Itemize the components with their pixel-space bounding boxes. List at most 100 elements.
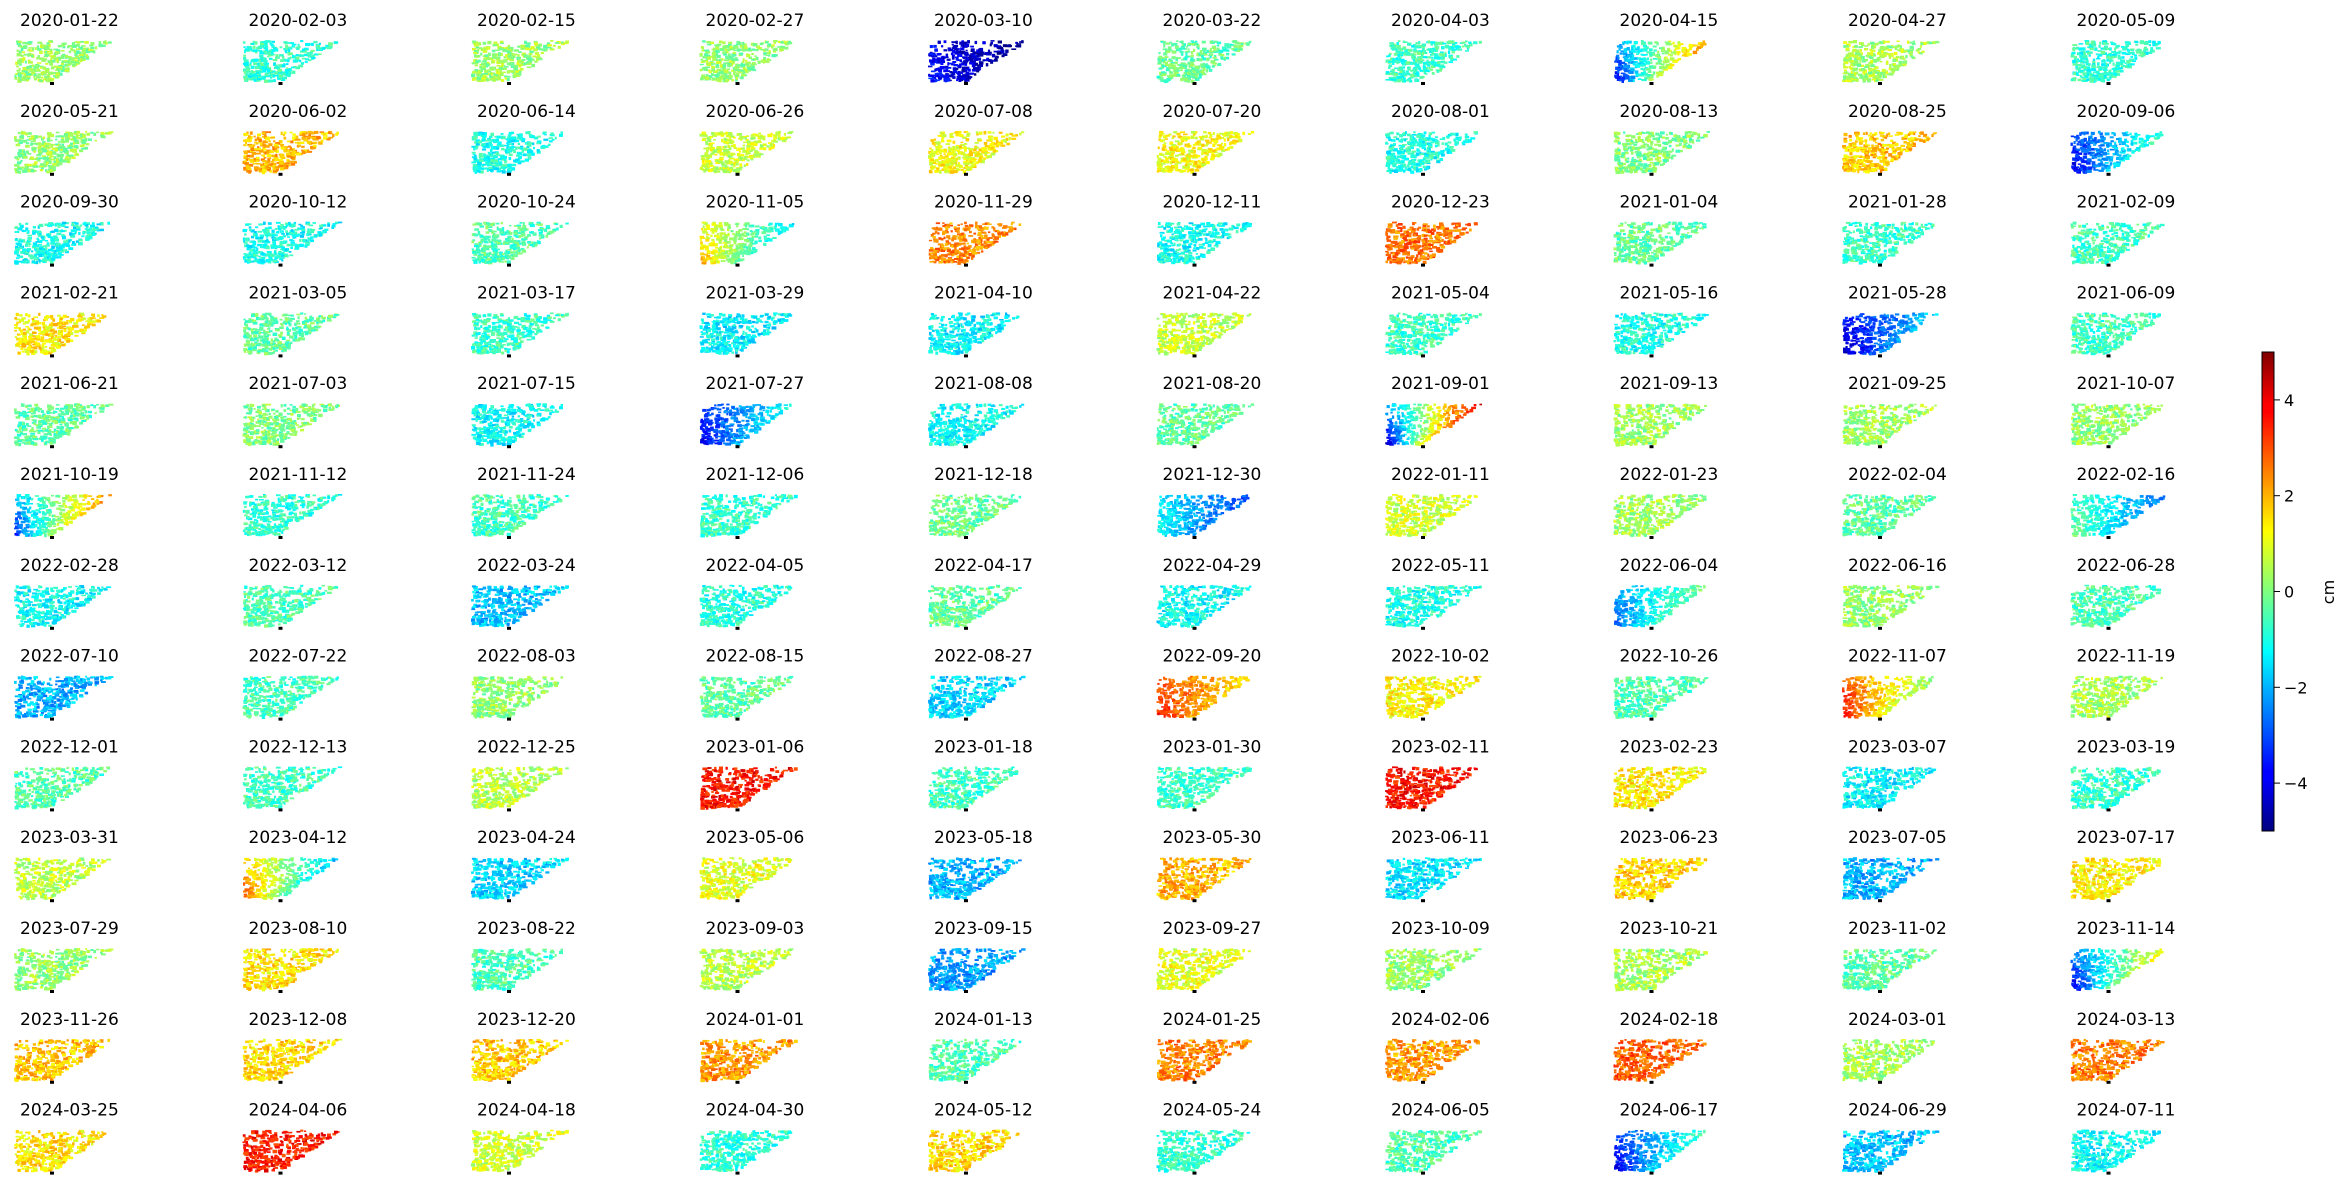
panel-title: 2020-02-15	[477, 11, 576, 31]
map-pixel	[1201, 55, 1204, 58]
map-pixel	[1862, 69, 1867, 73]
map-pixel	[972, 55, 978, 60]
map-pixel	[1646, 51, 1652, 54]
map-pixel	[63, 67, 67, 70]
map-pixel	[710, 146, 714, 149]
map-pixel	[1218, 62, 1222, 66]
map-pixel	[89, 44, 94, 47]
map-pixel	[705, 76, 709, 80]
map-pixel	[779, 49, 783, 52]
map-pixel	[1618, 62, 1622, 66]
map-pixel	[260, 62, 266, 66]
map-pixel	[757, 60, 762, 63]
map-pixel	[1631, 45, 1636, 48]
map-pixel	[705, 149, 709, 153]
map-pixel	[55, 138, 58, 141]
map-pixel	[1626, 54, 1632, 58]
map-pixel	[739, 154, 745, 157]
map-pixel	[23, 53, 27, 56]
map-pixel	[762, 143, 767, 147]
map-pixel	[727, 68, 730, 71]
map-pixel	[272, 74, 275, 78]
map-pixel	[1873, 69, 1877, 73]
map-pixel	[936, 53, 941, 56]
map-pixel	[965, 78, 970, 82]
map-pixel	[1393, 53, 1398, 56]
map-pixel	[534, 52, 539, 54]
map-pixel	[49, 155, 54, 158]
map-pixel	[2090, 40, 2095, 44]
map-pixel	[1429, 48, 1434, 52]
map-pixel	[516, 56, 520, 60]
map-pixel	[494, 135, 497, 138]
map-pixel	[1901, 49, 1904, 54]
map-pixel	[524, 44, 529, 48]
map-pixel	[929, 45, 933, 49]
map-pixel	[1880, 45, 1884, 48]
map-pixel	[243, 63, 249, 66]
map-pixel	[272, 59, 278, 62]
map-pixel	[15, 72, 18, 75]
map-pixel	[1910, 55, 1914, 58]
map-pixel	[47, 43, 51, 48]
map-pixel	[253, 135, 256, 138]
map-pixel	[1208, 68, 1213, 72]
displacement-map	[1842, 40, 1940, 85]
map-pixel	[1399, 48, 1404, 52]
map-pixel	[1421, 50, 1426, 53]
map-pixel	[1851, 61, 1856, 65]
map-pixel	[40, 43, 43, 45]
map-pixel	[714, 75, 718, 77]
map-pixel	[1868, 74, 1872, 78]
map-pixel	[1874, 59, 1880, 62]
map-pixel	[285, 45, 289, 49]
map-pixel	[85, 143, 90, 146]
map-pixel	[1191, 41, 1195, 45]
map-pixel	[107, 41, 112, 44]
map-pixel	[1650, 54, 1653, 56]
map-pixel	[1175, 74, 1181, 77]
map-pixel	[2100, 73, 2104, 75]
map-pixel	[537, 135, 541, 138]
map-pixel	[82, 57, 85, 61]
map-pixel	[979, 131, 983, 135]
map-pixel	[1897, 44, 1901, 47]
map-pixel	[959, 59, 962, 63]
map-pixel	[266, 62, 269, 65]
map-pixel	[1696, 46, 1702, 49]
map-pixel	[731, 153, 736, 156]
map-pixel	[1405, 79, 1410, 82]
map-pixel	[1632, 57, 1635, 61]
map-pixel	[310, 49, 315, 52]
map-pixel	[930, 79, 935, 83]
map-pixel	[529, 50, 534, 54]
map-pixel	[1696, 47, 1699, 51]
map-pixel	[1173, 43, 1178, 46]
displacement-map	[242, 130, 339, 176]
map-pixel	[1628, 79, 1633, 82]
map-pixel	[244, 79, 249, 82]
map-pixel	[1173, 73, 1178, 77]
map-pixel	[1872, 59, 1877, 62]
map-pixel	[711, 73, 714, 76]
map-pixel	[493, 79, 496, 81]
map-pixel	[740, 63, 745, 67]
map-pixel	[102, 41, 106, 45]
map-pixel	[1159, 77, 1164, 81]
map-pixel	[961, 69, 966, 73]
map-pixel	[1661, 49, 1666, 52]
map-pixel	[1875, 66, 1879, 70]
map-pixel	[310, 54, 316, 57]
map-pixel	[325, 44, 330, 48]
map-pixel	[506, 50, 512, 54]
map-pixel	[1205, 63, 1208, 66]
map-pixel	[1222, 49, 1228, 52]
map-pixel	[1443, 61, 1448, 64]
map-pixel	[277, 68, 282, 72]
reference-point-marker	[507, 82, 511, 85]
map-pixel	[1630, 61, 1635, 64]
map-pixel	[36, 75, 41, 79]
map-pixel	[1157, 61, 1161, 64]
map-pixel	[954, 51, 959, 55]
map-pixel	[964, 43, 970, 48]
